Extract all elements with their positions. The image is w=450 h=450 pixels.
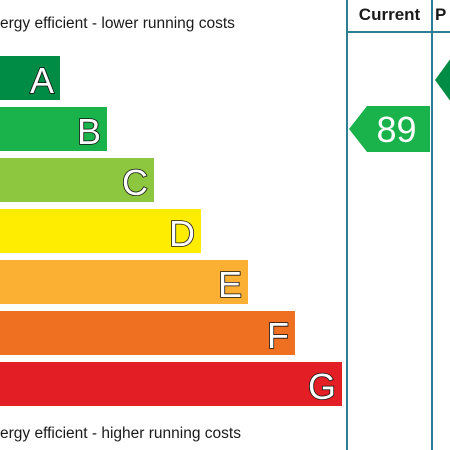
band-a xyxy=(0,56,60,100)
band-b xyxy=(0,107,107,151)
band-g xyxy=(0,362,342,406)
potential-column-header: P xyxy=(435,5,447,24)
band-label-f: F xyxy=(267,315,289,356)
band-c xyxy=(0,158,154,202)
divider-right xyxy=(431,0,433,450)
divider-left xyxy=(346,0,348,450)
potential-rating-arrow xyxy=(435,59,450,101)
band-e xyxy=(0,260,248,304)
band-label-a: A xyxy=(30,60,54,101)
band-label-e: E xyxy=(218,264,242,305)
band-d xyxy=(0,209,201,253)
efficient-caption: ergy efficient - lower running costs xyxy=(0,15,235,32)
band-label-d: D xyxy=(169,213,195,254)
header-divider xyxy=(346,31,450,33)
band-label-g: G xyxy=(308,366,336,407)
band-label-c: C xyxy=(122,162,148,203)
current-rating-value: 89 xyxy=(376,109,416,150)
band-f xyxy=(0,311,295,355)
band-label-b: B xyxy=(77,111,101,152)
current-rating-arrow xyxy=(349,106,430,152)
inefficient-caption: ergy efficient - higher running costs xyxy=(0,425,241,442)
current-column-header: Current xyxy=(358,5,421,24)
